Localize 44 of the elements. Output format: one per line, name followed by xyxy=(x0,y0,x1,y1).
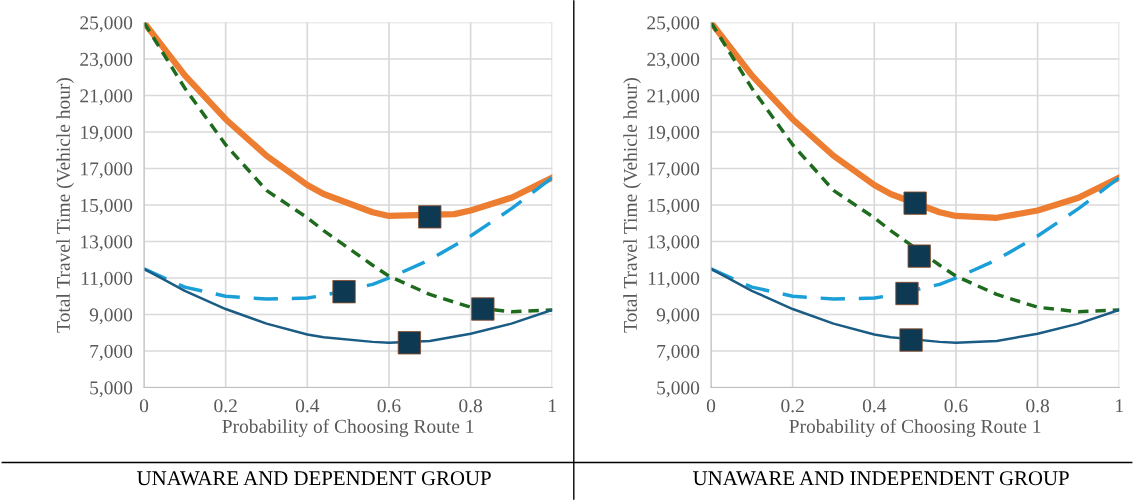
y-tick-label: 5,000 xyxy=(657,381,700,398)
y-tick-label: 13,000 xyxy=(81,235,133,252)
line-series xyxy=(144,267,553,345)
y-tick-label: 19,000 xyxy=(648,125,700,142)
y-tick-label: 13,000 xyxy=(648,235,700,252)
y-tick-label: 9,000 xyxy=(656,308,700,325)
y-tick-label: 5,000 xyxy=(90,381,133,398)
y-tick-label: 17,000 xyxy=(81,162,133,179)
y-tick-label: 11,000 xyxy=(648,271,700,288)
y-tick-label: 15,000 xyxy=(648,198,700,215)
x-tick-label: 1 xyxy=(549,399,556,413)
y-axis-title: Total Travel Time (Vehicle hour) xyxy=(623,77,641,333)
x-tick-label: 0.2 xyxy=(781,399,804,413)
text: UNAWARE AND DEPENDENT GROUP xyxy=(137,471,491,486)
x-tick-label: 0.8 xyxy=(1026,399,1050,413)
y-tick-label: 17,000 xyxy=(648,162,700,179)
y-tick-label: 25,000 xyxy=(80,16,133,33)
x-tick-label: 0.4 xyxy=(862,399,887,413)
x-tick-label: 0.4 xyxy=(295,399,320,413)
x-axis-title: Probability of Choosing Route 1 xyxy=(789,419,1041,437)
x-tick-label: 0 xyxy=(139,399,149,413)
y-tick-label: 9,000 xyxy=(89,308,133,325)
y-tick-label: 23,000 xyxy=(647,52,700,69)
y-tick-label: 19,000 xyxy=(81,125,133,142)
y-tick-label: 25,000 xyxy=(647,16,700,33)
line-series xyxy=(711,175,1120,301)
line-series xyxy=(144,175,553,301)
y-tick-label: 21,000 xyxy=(647,89,700,106)
y-tick-label: 23,000 xyxy=(80,52,133,69)
x-tick-label: 0.2 xyxy=(214,399,237,413)
x-tick-label: 0.8 xyxy=(459,399,483,413)
x-tick-label: 0.6 xyxy=(944,399,968,413)
y-tick-label: 11,000 xyxy=(81,271,133,288)
y-tick-label: 7,000 xyxy=(657,344,700,361)
x-tick-label: 0.6 xyxy=(377,399,401,413)
y-axis-title: Total Travel Time (Vehicle hour) xyxy=(56,77,74,333)
y-tick-label: 15,000 xyxy=(81,198,133,215)
line-series xyxy=(711,267,1120,345)
x-tick-label: 1 xyxy=(1116,399,1123,413)
x-tick-label: 0 xyxy=(706,399,716,413)
y-tick-label: 21,000 xyxy=(80,89,133,106)
x-axis-title: Probability of Choosing Route 1 xyxy=(222,419,474,437)
text: UNAWARE AND INDEPENDENT GROUP xyxy=(693,471,1069,486)
y-tick-label: 7,000 xyxy=(90,344,133,361)
